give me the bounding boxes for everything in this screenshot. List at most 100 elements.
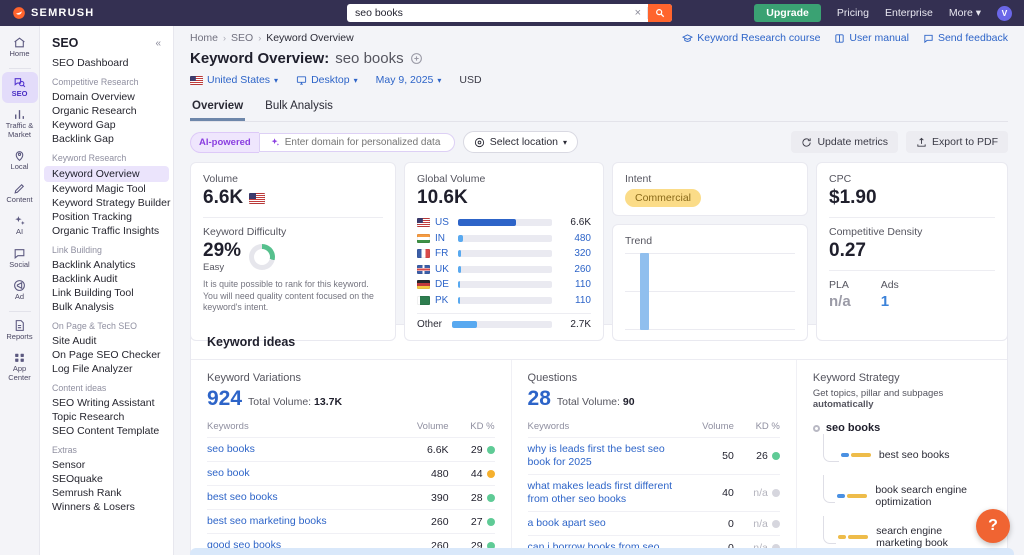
- sidebar-item-sensor[interactable]: Sensor: [52, 459, 86, 471]
- rail-item-social[interactable]: Social: [2, 243, 38, 275]
- sidebar-item-keyword-strategy-builder[interactable]: Keyword Strategy Builder: [52, 197, 171, 209]
- date-filter[interactable]: May 9, 2025 ▾: [375, 74, 442, 86]
- global-volume-row-us: US 6.6K: [417, 215, 591, 231]
- search-input[interactable]: [347, 7, 629, 19]
- breadcrumb: Home › SEO › Keyword Overview: [190, 32, 354, 44]
- sidebar-item-site-audit[interactable]: Site Audit: [52, 335, 97, 347]
- rail-item-ai[interactable]: AI: [2, 210, 38, 242]
- keyword-link[interactable]: best seo books: [207, 491, 278, 503]
- domain-input[interactable]: [284, 136, 444, 148]
- sidebar-item-link-building-tool[interactable]: Link Building Tool: [52, 287, 134, 299]
- keyword-ideas-title: Keyword ideas: [191, 325, 1007, 360]
- tab-overview[interactable]: Overview: [190, 96, 246, 121]
- keyword-link[interactable]: a book apart seo: [527, 517, 606, 529]
- rail-item-local[interactable]: Local: [2, 145, 38, 177]
- collapse-sidebar-icon[interactable]: «: [155, 37, 161, 49]
- rail-item-home[interactable]: Home: [2, 32, 38, 64]
- sidebar-item-keyword-magic-tool[interactable]: Keyword Magic Tool: [52, 183, 146, 195]
- sidebar-item-on-page-seo-checker[interactable]: On Page SEO Checker: [52, 349, 161, 361]
- keyword-link[interactable]: why is leads first the best seo book for…: [527, 443, 665, 468]
- update-metrics-button[interactable]: Update metrics: [791, 131, 899, 153]
- sidebar-item-organic-traffic-insights[interactable]: Organic Traffic Insights: [52, 225, 160, 237]
- page-title: Keyword Overview:: [190, 50, 330, 67]
- sidebar-item-semrush-rank[interactable]: Semrush Rank: [52, 487, 122, 499]
- strategy-child[interactable]: best seo books: [822, 434, 991, 475]
- sidebar-item-seo-dashboard[interactable]: SEO Dashboard: [52, 57, 129, 69]
- tree-connector: [822, 475, 836, 503]
- enterprise-link[interactable]: Enterprise: [885, 7, 933, 19]
- kd-dot: [771, 489, 780, 497]
- pencil-icon: [13, 182, 26, 195]
- pla-label: PLA: [829, 279, 849, 291]
- send-feedback-link[interactable]: Send feedback: [923, 32, 1008, 44]
- pk-flag-icon: [417, 295, 430, 305]
- keyword-ideas-section: Keyword ideas Keyword Variations 924 Tot…: [190, 324, 1008, 555]
- keyword-variations-column: Keyword Variations 924 Total Volume: 13.…: [191, 360, 511, 555]
- rail-item-app-center[interactable]: App Center: [2, 347, 38, 387]
- sidebar-item-seoquake[interactable]: SEOquake: [52, 473, 103, 485]
- export-pdf-button[interactable]: Export to PDF: [906, 131, 1008, 153]
- rail-item-ad[interactable]: Ad: [2, 275, 38, 307]
- keyword-link[interactable]: best seo marketing books: [207, 515, 327, 527]
- kd-dot: [486, 493, 495, 502]
- rail-item-seo[interactable]: SEO: [1, 71, 38, 103]
- select-location-button[interactable]: Select location ▾: [462, 131, 579, 153]
- help-button[interactable]: ?: [976, 509, 1010, 543]
- sidebar-item-backlink-analytics[interactable]: Backlink Analytics: [52, 259, 136, 271]
- rail-item-traffic-market[interactable]: Traffic & Market: [2, 104, 38, 144]
- keyword-research-course-link[interactable]: Keyword Research course: [682, 32, 820, 44]
- keyword-link[interactable]: seo books: [207, 443, 255, 455]
- more-menu[interactable]: More ▾: [948, 7, 981, 19]
- megaphone-icon: [13, 279, 26, 292]
- global-volume-row-fr: FR 320: [417, 246, 591, 262]
- semrush-flame-icon: [12, 6, 26, 20]
- sidebar-heading-competitive-research: Competitive Research: [52, 77, 139, 87]
- clear-search-icon[interactable]: ×: [629, 7, 648, 19]
- keyword-link[interactable]: what makes leads first different from ot…: [527, 480, 673, 505]
- breadcrumb-seo[interactable]: SEO: [231, 32, 254, 44]
- user-manual-link[interactable]: User manual: [834, 32, 909, 44]
- breadcrumb-home[interactable]: Home: [190, 32, 219, 44]
- sidebar-item-keyword-overview[interactable]: Keyword Overview: [44, 166, 169, 182]
- sidebar-item-seo-content-template[interactable]: SEO Content Template: [52, 425, 160, 437]
- cpc-label: CPC: [829, 173, 852, 185]
- strategy-child[interactable]: search engine marketing book: [822, 516, 991, 555]
- pillar-bars-icon: [837, 493, 868, 498]
- country-filter[interactable]: United States ▾: [190, 74, 278, 86]
- sidebar-item-position-tracking[interactable]: Position Tracking: [52, 211, 132, 223]
- sidebar-item-organic-research[interactable]: Organic Research: [52, 105, 137, 117]
- sidebar-item-keyword-gap[interactable]: Keyword Gap: [52, 119, 116, 131]
- tab-bulk-analysis[interactable]: Bulk Analysis: [265, 100, 333, 112]
- sidebar-item-log-file-analyzer[interactable]: Log File Analyzer: [52, 363, 133, 375]
- questions-count[interactable]: 28: [527, 387, 551, 410]
- sidebar-item-seo-writing-assistant[interactable]: SEO Writing Assistant: [52, 397, 155, 409]
- strategy-child[interactable]: book search engine optimization: [822, 475, 991, 516]
- sidebar-item-backlink-gap[interactable]: Backlink Gap: [52, 133, 114, 145]
- search-button[interactable]: [648, 4, 672, 22]
- upgrade-button[interactable]: Upgrade: [754, 4, 821, 22]
- sidebar-item-bulk-analysis[interactable]: Bulk Analysis: [52, 301, 114, 313]
- device-filter[interactable]: Desktop ▾: [296, 74, 358, 86]
- sidebar-item-topic-research[interactable]: Topic Research: [52, 411, 125, 423]
- in-flag-icon: [417, 233, 430, 243]
- rail-item-reports[interactable]: Reports: [2, 315, 38, 347]
- add-keyword-icon[interactable]: [410, 52, 423, 65]
- strategy-root[interactable]: seo books: [812, 422, 991, 434]
- kd-label: Keyword Difficulty: [203, 226, 287, 238]
- semrush-logo[interactable]: SEMRUSH: [12, 6, 94, 20]
- ads-value[interactable]: 1: [880, 293, 890, 310]
- volume-kd-card: Volume 6.6K Keyword Difficulty 29% Easy …: [190, 162, 396, 341]
- variations-count[interactable]: 924: [207, 387, 243, 410]
- user-avatar[interactable]: V: [997, 5, 1012, 21]
- pricing-link[interactable]: Pricing: [836, 7, 869, 19]
- column-header-kd: KD %: [470, 421, 495, 432]
- sidebar-item-backlink-audit[interactable]: Backlink Audit: [52, 273, 118, 285]
- rail-item-content[interactable]: Content: [2, 178, 38, 210]
- global-volume-list: US 6.6K IN 480 FR 320: [417, 215, 591, 330]
- keyword-link[interactable]: seo book: [207, 467, 250, 479]
- intent-card: Intent Commercial: [612, 162, 808, 216]
- kd-level: Easy: [203, 262, 225, 273]
- pillar-bars-icon: [840, 452, 871, 457]
- sidebar-item-winners-losers[interactable]: Winners & Losers: [52, 501, 135, 513]
- sidebar-item-domain-overview[interactable]: Domain Overview: [52, 91, 135, 103]
